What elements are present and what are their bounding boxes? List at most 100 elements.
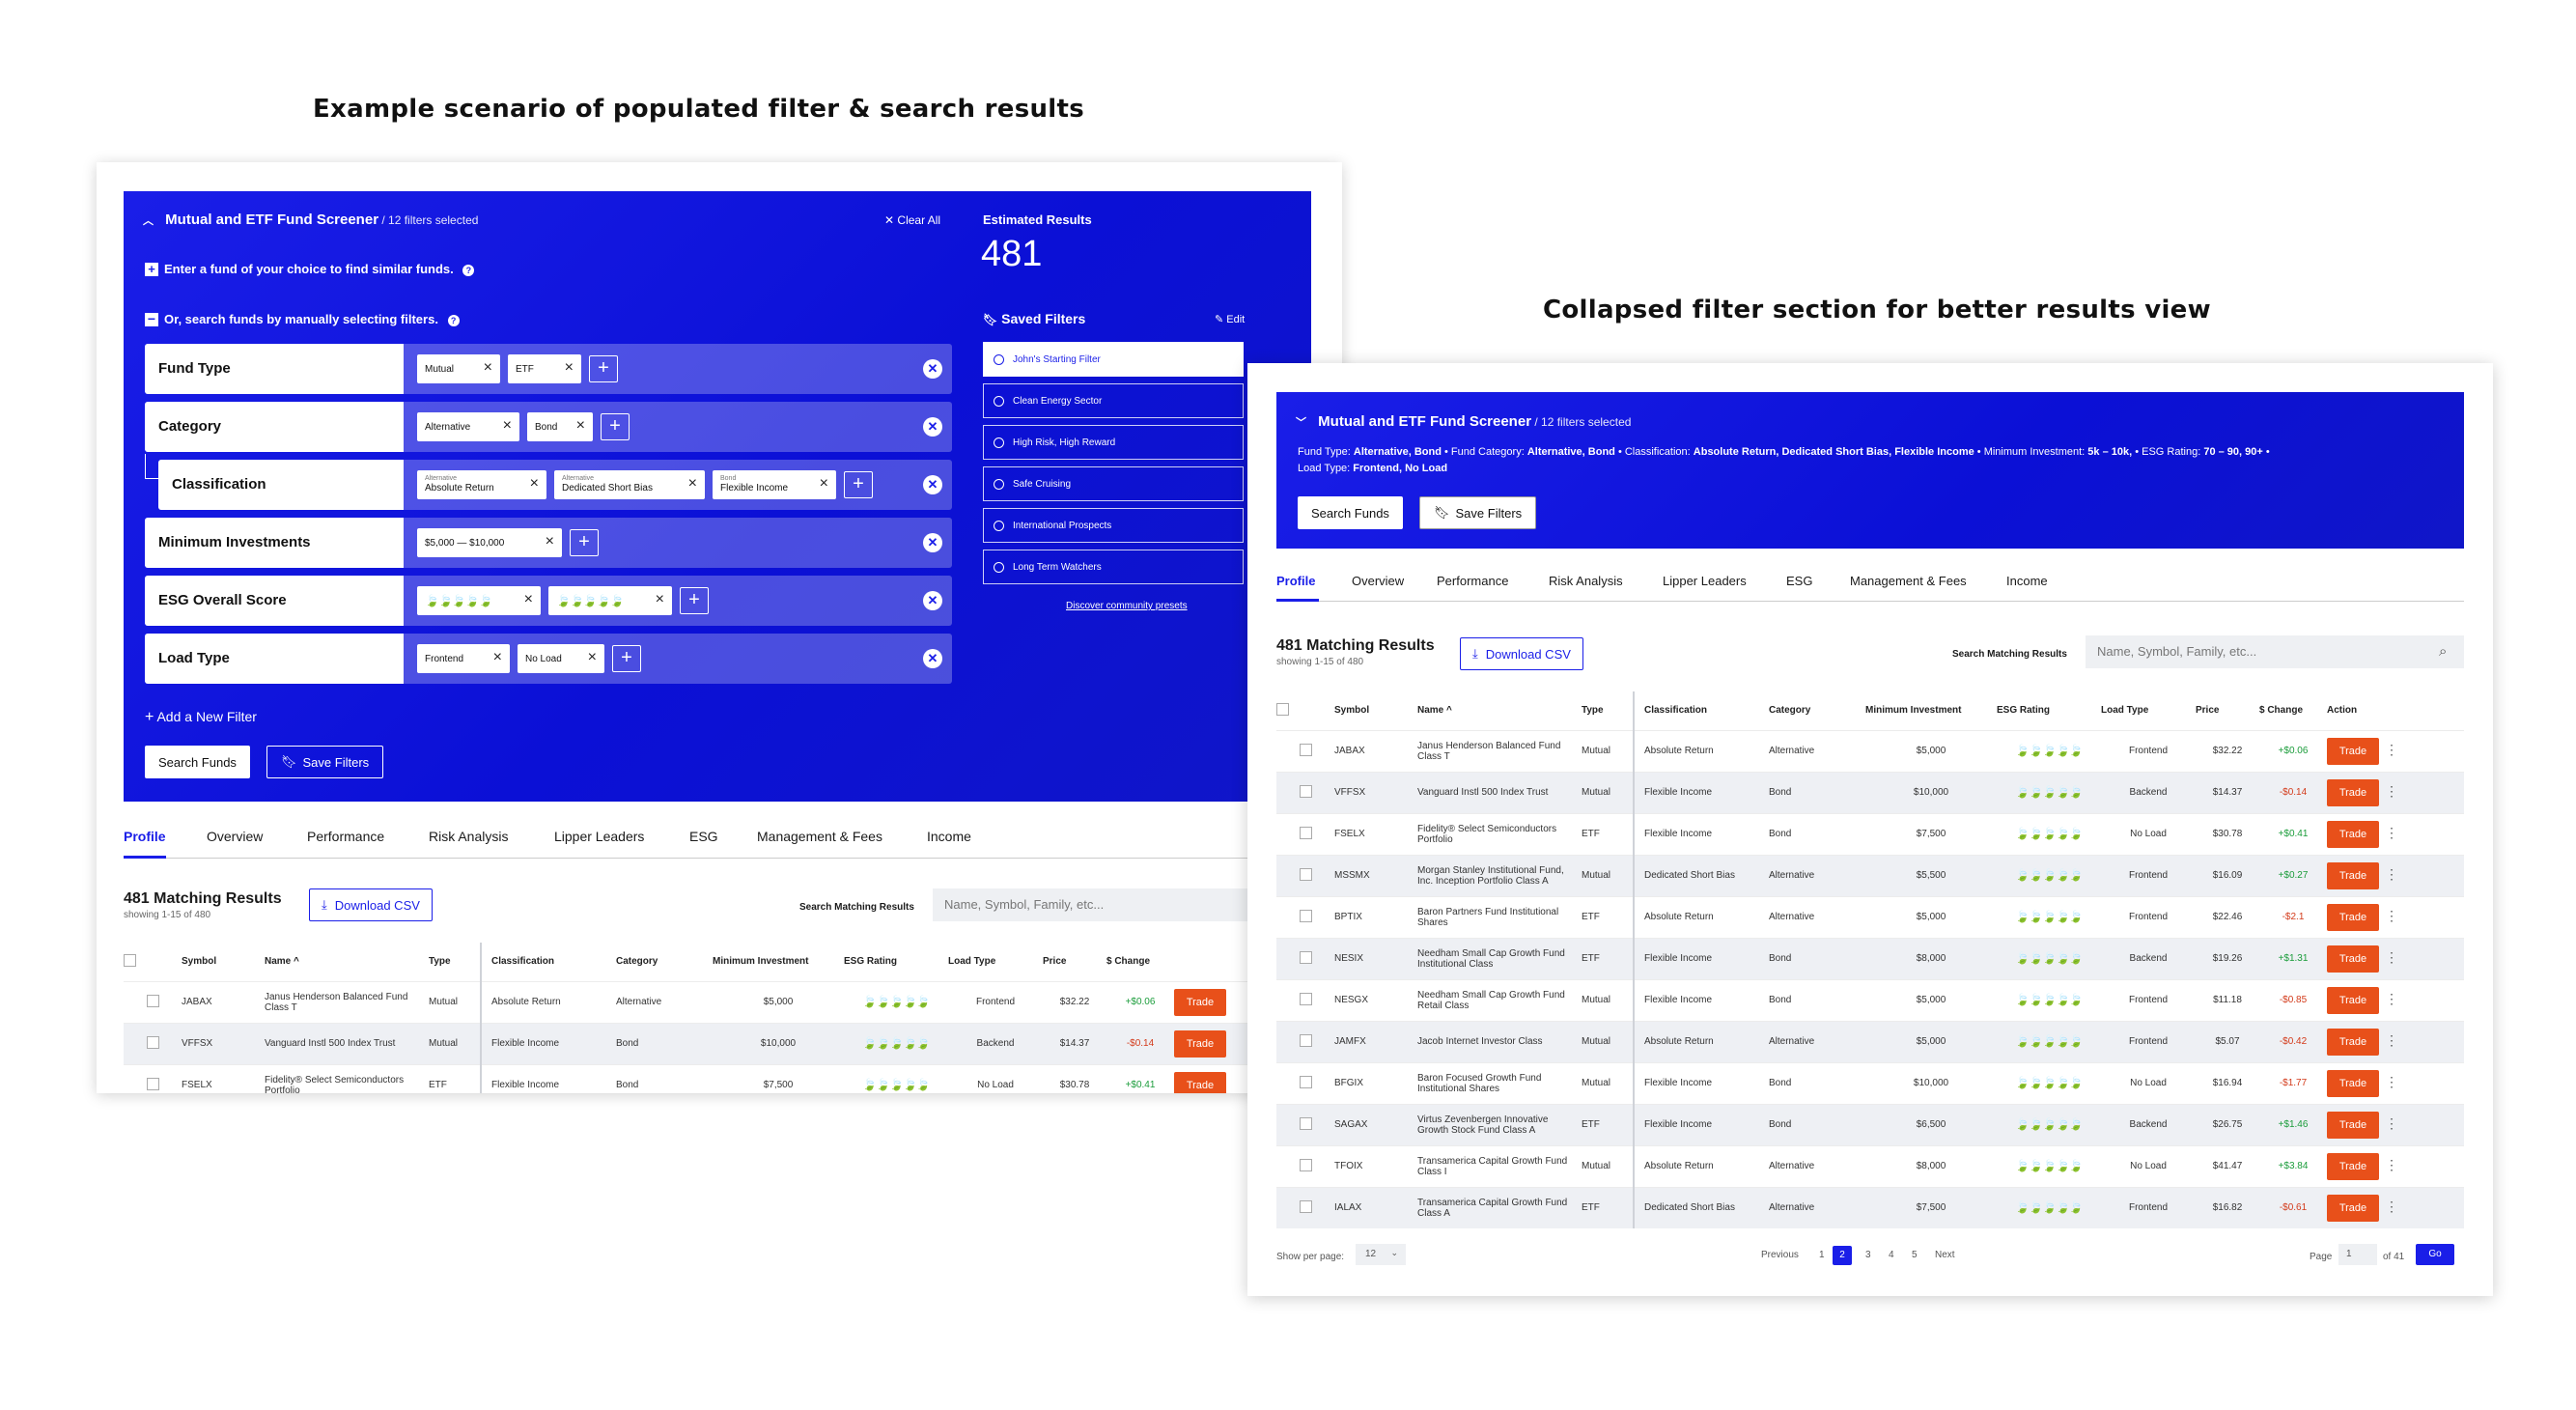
tab-management-fees[interactable]: Management & Fees (1850, 574, 1967, 588)
remove-chip-icon[interactable]: × (523, 591, 533, 607)
row-checkbox[interactable] (1299, 1075, 1312, 1088)
add-chip-button[interactable]: + (589, 355, 618, 382)
row-checkbox[interactable] (1299, 1116, 1312, 1130)
table-row[interactable]: VFFSX Vanguard Instl 500 Index Trust Mutua… (1276, 771, 2464, 813)
cell-name[interactable]: Virtus Zevenbergen Innovative Growth Sto… (1417, 1103, 1582, 1145)
page-input[interactable]: 1 (2338, 1244, 2377, 1265)
cell-name[interactable]: Transamerica Capital Growth Fund Class A (1417, 1186, 1582, 1228)
more-options-icon[interactable]: ⋮ (2385, 865, 2398, 882)
remove-chip-icon[interactable]: × (483, 359, 492, 376)
col-header[interactable]: Type (1582, 705, 1604, 717)
add-new-filter-button[interactable]: + Add a New Filter (145, 709, 257, 726)
trade-button[interactable]: Trade (1174, 1071, 1226, 1093)
preset-item[interactable]: Clean Energy Sector (983, 383, 1244, 418)
help-icon[interactable]: ? (447, 315, 460, 326)
trade-button[interactable]: Trade (2327, 1152, 2379, 1180)
remove-chip-icon[interactable]: × (492, 649, 502, 665)
tab-lipper-leaders[interactable]: Lipper Leaders (1663, 574, 1747, 588)
more-options-icon[interactable]: ⋮ (2385, 1073, 2398, 1089)
next-page-link[interactable]: Next (1935, 1250, 1955, 1260)
tab-management-fees[interactable]: Management & Fees (757, 829, 882, 844)
search-funds-button[interactable]: Search Funds (145, 746, 250, 778)
trade-button[interactable]: Trade (2327, 1111, 2379, 1139)
more-options-icon[interactable]: ⋮ (2385, 1114, 2398, 1131)
cell-name[interactable]: Transamerica Capital Growth Fund Class I (1417, 1144, 1582, 1187)
col-header[interactable]: Category (1769, 705, 1811, 717)
cell-name[interactable]: Janus Henderson Balanced Fund Class T (1417, 729, 1582, 772)
more-options-icon[interactable]: ⋮ (2385, 1198, 2398, 1214)
search-icon[interactable]: ⌕ (2439, 643, 2448, 660)
page-link[interactable]: 5 (1912, 1250, 1918, 1260)
row-checkbox[interactable] (1299, 743, 1312, 756)
add-chip-button[interactable]: + (570, 529, 599, 556)
tab-performance[interactable]: Performance (1437, 574, 1509, 588)
download-csv-button[interactable]: ⤓ Download CSV (1460, 637, 1583, 670)
trade-button[interactable]: Trade (2327, 903, 2379, 931)
expand-chevron-icon[interactable]: ﹀ (1296, 417, 1306, 429)
table-row[interactable]: NESGX Needham Small Cap Growth Fund Retai… (1276, 978, 2464, 1021)
cell-name[interactable]: Needham Small Cap Growth Fund Institutio… (1417, 937, 1582, 979)
page-link[interactable]: 3 (1865, 1250, 1871, 1260)
more-options-icon[interactable]: ⋮ (2385, 1156, 2398, 1172)
remove-chip-icon[interactable]: × (819, 475, 828, 492)
col-header[interactable]: Load Type (948, 956, 996, 968)
tab-income[interactable]: Income (927, 829, 971, 844)
more-options-icon[interactable]: ⋮ (2385, 1031, 2398, 1048)
tab-profile[interactable]: Profile (124, 829, 166, 844)
col-header[interactable]: Name ^ (1417, 705, 1452, 717)
filter-chip[interactable]: Alternative Dedicated Short Bias × (554, 470, 705, 499)
tab-lipper-leaders[interactable]: Lipper Leaders (554, 829, 645, 844)
table-row[interactable]: BFGIX Baron Focused Growth Fund Instituti… (1276, 1061, 2464, 1104)
trade-button[interactable]: Trade (2327, 861, 2379, 889)
remove-filter-icon[interactable]: ✕ (923, 417, 942, 437)
cell-name[interactable]: Morgan Stanley Institutional Fund, Inc. … (1417, 854, 1582, 896)
go-button[interactable]: Go (2416, 1244, 2454, 1265)
table-row[interactable]: TFOIX Transamerica Capital Growth Fund Cl… (1276, 1144, 2464, 1187)
remove-filter-icon[interactable]: ✕ (923, 591, 942, 610)
table-row[interactable]: FSELX Fidelity® Select Semiconductors Por… (1276, 812, 2464, 855)
select-all-checkbox[interactable] (124, 953, 136, 967)
col-header[interactable]: Price (1043, 956, 1067, 968)
trade-button[interactable]: Trade (2327, 820, 2379, 848)
row-checkbox[interactable] (146, 994, 159, 1007)
cell-name[interactable]: Baron Partners Fund Institutional Shares (1417, 895, 1582, 938)
filter-chip[interactable]: $5,000 — $10,000 × (417, 528, 562, 557)
page-link[interactable]: 4 (1889, 1250, 1894, 1260)
remove-chip-icon[interactable]: × (545, 533, 554, 550)
add-chip-button[interactable]: + (844, 471, 873, 498)
col-header[interactable]: $ Change (1106, 956, 1151, 968)
cell-name[interactable]: Vanguard Instl 500 Index Trust (1417, 771, 1582, 813)
filter-chip[interactable]: 🍃🍃🍃🍃🍃 × (417, 586, 541, 615)
col-header[interactable]: ESG Rating (844, 956, 898, 968)
tab-esg[interactable]: ESG (1786, 574, 1813, 588)
col-header[interactable]: Symbol (1334, 705, 1370, 717)
col-header[interactable]: Classification (480, 943, 616, 981)
remove-filter-icon[interactable]: ✕ (923, 475, 942, 494)
preset-item[interactable]: Long Term Watchers (983, 550, 1244, 584)
filter-chip[interactable]: Mutual × (417, 354, 500, 383)
table-row[interactable]: NESIX Needham Small Cap Growth Fund Insti… (1276, 937, 2464, 979)
col-header[interactable]: Minimum Investment (713, 956, 809, 968)
more-options-icon[interactable]: ⋮ (2385, 782, 2398, 799)
row-checkbox[interactable] (1299, 1158, 1312, 1171)
page-link[interactable]: 1 (1819, 1250, 1825, 1260)
table-row[interactable]: JABAX Janus Henderson Balanced Fund Clas… (124, 980, 1311, 1023)
row-checkbox[interactable] (1299, 784, 1312, 798)
row-checkbox[interactable] (1299, 909, 1312, 922)
tab-risk-analysis[interactable]: Risk Analysis (429, 829, 509, 844)
row-checkbox[interactable] (1299, 1033, 1312, 1047)
download-csv-button[interactable]: ⤓ Download CSV (309, 888, 433, 921)
row-checkbox[interactable] (146, 1035, 159, 1049)
table-row[interactable]: MSSMX Morgan Stanley Institutional Fund, … (1276, 854, 2464, 896)
cell-name[interactable]: Jacob Internet Investor Class (1417, 1020, 1582, 1062)
filter-chip[interactable]: ETF × (508, 354, 581, 383)
filter-chip[interactable]: Frontend × (417, 644, 510, 673)
col-header[interactable]: Category (616, 956, 658, 968)
trade-button[interactable]: Trade (1174, 988, 1226, 1016)
cell-name[interactable]: Baron Focused Growth Fund Institutional … (1417, 1061, 1582, 1104)
previous-page-link[interactable]: Previous (1761, 1250, 1799, 1260)
remove-filter-icon[interactable]: ✕ (923, 533, 942, 552)
table-row[interactable]: BPTIX Baron Partners Fund Institutional S… (1276, 895, 2464, 938)
trade-button[interactable]: Trade (2327, 778, 2379, 806)
trade-button[interactable]: Trade (2327, 986, 2379, 1014)
